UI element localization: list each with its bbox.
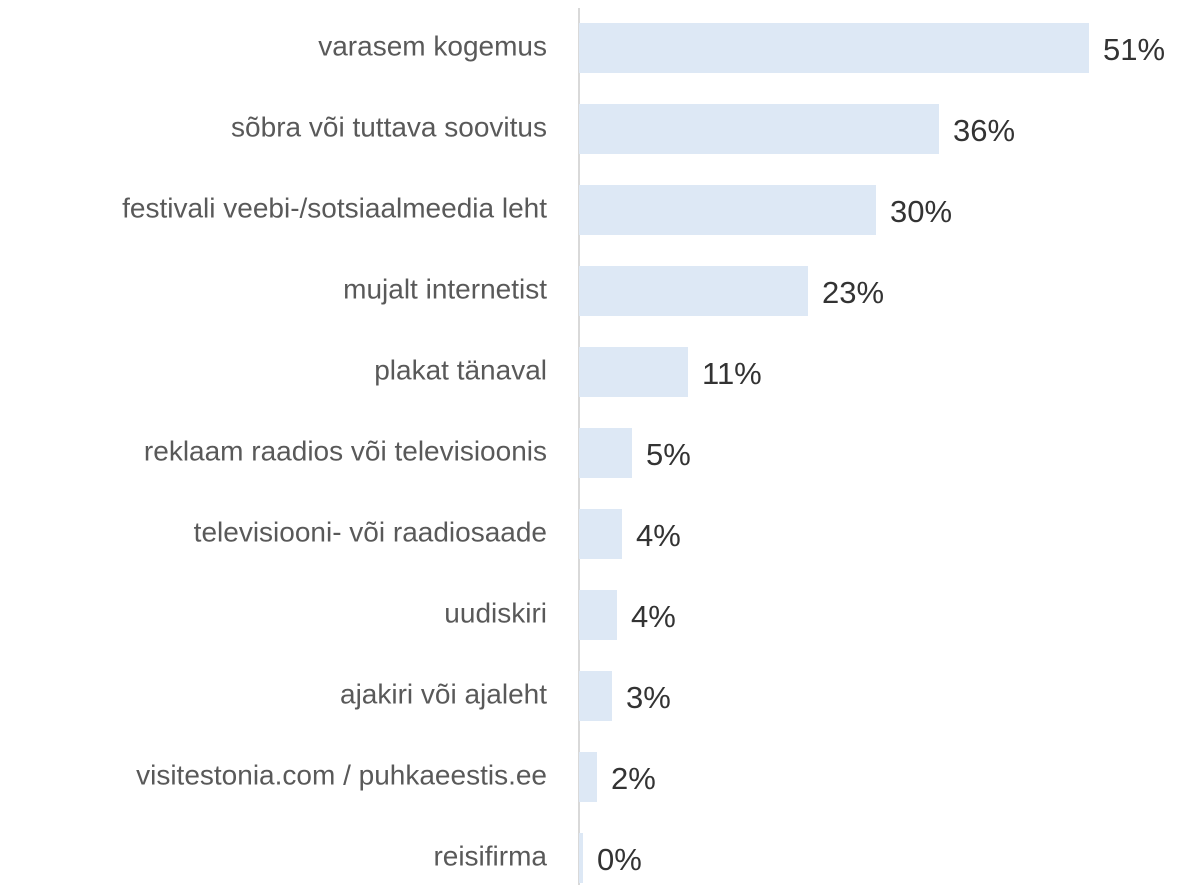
category-label: reisifirma [433, 840, 547, 871]
category-label: visitestonia.com / puhkaeestis.ee [136, 759, 547, 790]
bar [579, 104, 939, 154]
value-label: 11% [702, 356, 762, 391]
value-label: 4% [631, 599, 676, 634]
bar [579, 266, 808, 316]
value-label: 2% [611, 761, 656, 796]
category-label: festivali veebi-/sotsiaalmeedia leht [122, 192, 547, 223]
value-label: 51% [1103, 32, 1165, 67]
category-label: plakat tänaval [374, 354, 547, 385]
value-label: 4% [636, 518, 681, 553]
category-label: uudiskiri [444, 597, 547, 628]
value-label: 30% [890, 194, 952, 229]
bar [579, 590, 617, 640]
bar [579, 509, 622, 559]
value-label: 3% [626, 680, 671, 715]
category-label: varasem kogemus [318, 30, 547, 61]
category-label: televisiooni- või raadiosaade [194, 516, 547, 547]
category-label: ajakiri või ajaleht [340, 678, 547, 709]
bar [579, 833, 583, 883]
value-label: 5% [646, 437, 691, 472]
category-label: reklaam raadios või televisioonis [144, 435, 547, 466]
bar [579, 347, 688, 397]
value-label: 36% [953, 113, 1015, 148]
category-label: sõbra või tuttava soovitus [231, 111, 547, 142]
bar [579, 23, 1089, 73]
bar [579, 752, 597, 802]
bar [579, 428, 632, 478]
bar [579, 185, 876, 235]
bar [579, 671, 612, 721]
value-label: 0% [597, 842, 642, 877]
value-label: 23% [822, 275, 884, 310]
category-label: mujalt internetist [343, 273, 547, 304]
